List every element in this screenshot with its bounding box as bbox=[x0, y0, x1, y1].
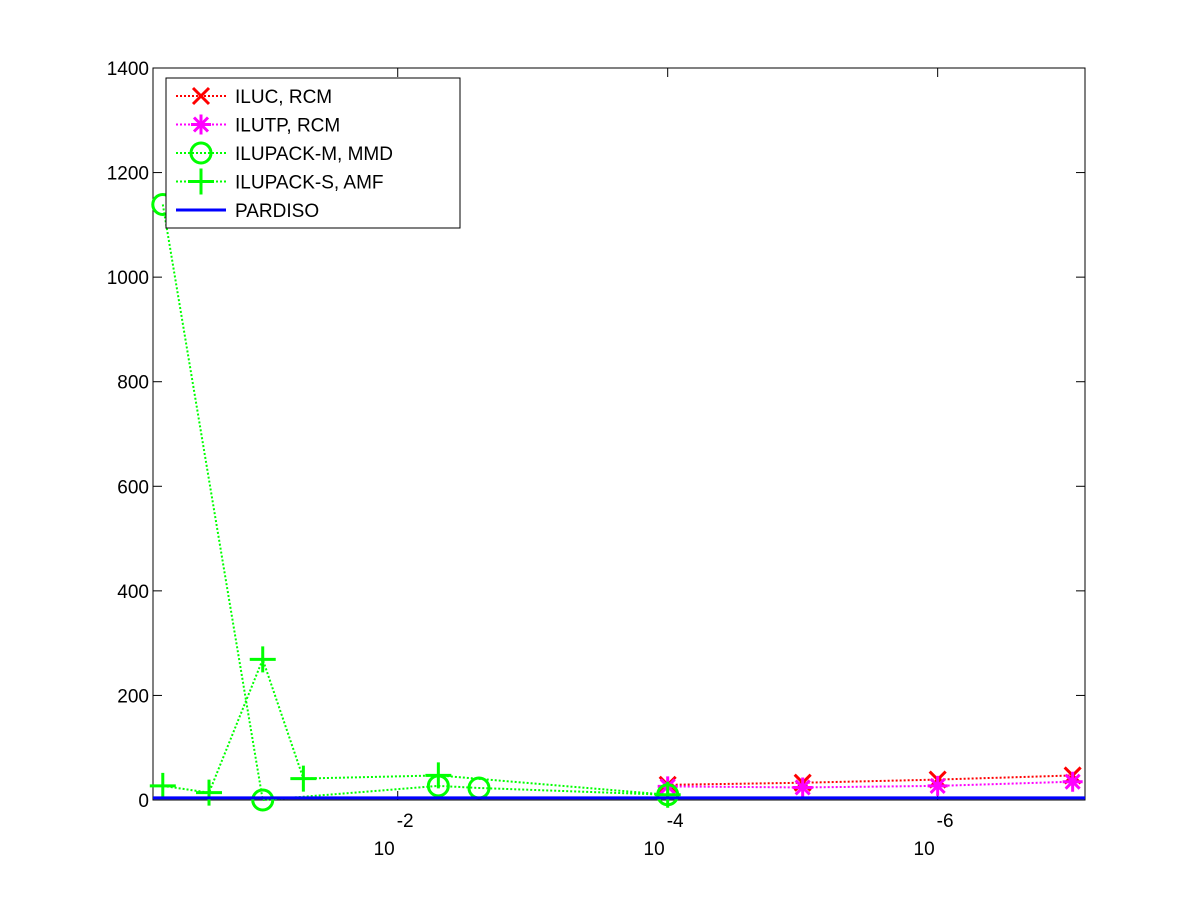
marker-asterisk bbox=[927, 775, 948, 796]
marker-circle bbox=[251, 788, 275, 812]
data-point bbox=[290, 765, 317, 792]
data-point bbox=[249, 646, 276, 673]
data-point bbox=[792, 777, 813, 798]
legend-glyph bbox=[191, 114, 211, 135]
y-tick-label: 1200 bbox=[107, 164, 149, 185]
x-tick-label: 10 bbox=[914, 839, 935, 860]
data-point bbox=[149, 772, 176, 799]
y-tick-label: 400 bbox=[117, 582, 149, 603]
data-point bbox=[927, 775, 948, 796]
y-tick-label: 600 bbox=[117, 477, 149, 498]
legend-circle bbox=[189, 141, 213, 165]
marker-plus bbox=[149, 772, 176, 799]
marker-plus bbox=[425, 762, 452, 789]
y-tick-label: 800 bbox=[117, 373, 149, 394]
x-tick-exponent: -4 bbox=[667, 811, 684, 832]
data-point bbox=[251, 788, 275, 812]
y-tick-label: 1000 bbox=[107, 268, 149, 289]
legend-marker bbox=[188, 168, 214, 195]
marker-plus bbox=[196, 779, 223, 806]
legend-label: ILUTP, RCM bbox=[235, 116, 340, 137]
legend-label: ILUPACK-M, MMD bbox=[235, 144, 393, 165]
legend-glyph bbox=[188, 168, 214, 195]
marker-asterisk bbox=[792, 777, 813, 798]
series-line bbox=[667, 774, 1073, 786]
marker-plus bbox=[654, 781, 681, 808]
x-tick-exponent: -2 bbox=[397, 811, 414, 832]
marker-asterisk bbox=[1062, 771, 1083, 792]
legend-marker bbox=[189, 141, 213, 165]
legend-marker bbox=[191, 114, 211, 135]
y-tick-label: 200 bbox=[117, 686, 149, 707]
data-point bbox=[1062, 771, 1083, 792]
y-tick-label: 1400 bbox=[107, 59, 149, 80]
y-tick-label: 0 bbox=[138, 791, 149, 812]
legend-box bbox=[165, 77, 461, 229]
legend-marker bbox=[191, 86, 211, 106]
legend-glyph bbox=[191, 86, 211, 106]
plot-area bbox=[152, 67, 1086, 801]
legend-label: ILUPACK-S, AMF bbox=[235, 173, 384, 194]
data-point bbox=[654, 781, 681, 808]
data-point bbox=[196, 779, 223, 806]
x-tick-label: 10 bbox=[644, 839, 665, 860]
marker-plus bbox=[249, 646, 276, 673]
x-tick-exponent: -6 bbox=[937, 811, 954, 832]
marker-plus bbox=[290, 765, 317, 792]
x-tick-label: 10 bbox=[374, 839, 395, 860]
legend-label: ILUC, RCM bbox=[235, 87, 332, 108]
series-line bbox=[667, 780, 1073, 789]
series-line bbox=[162, 656, 668, 796]
data-point bbox=[425, 762, 452, 789]
legend-label: PARDISO bbox=[235, 201, 319, 222]
